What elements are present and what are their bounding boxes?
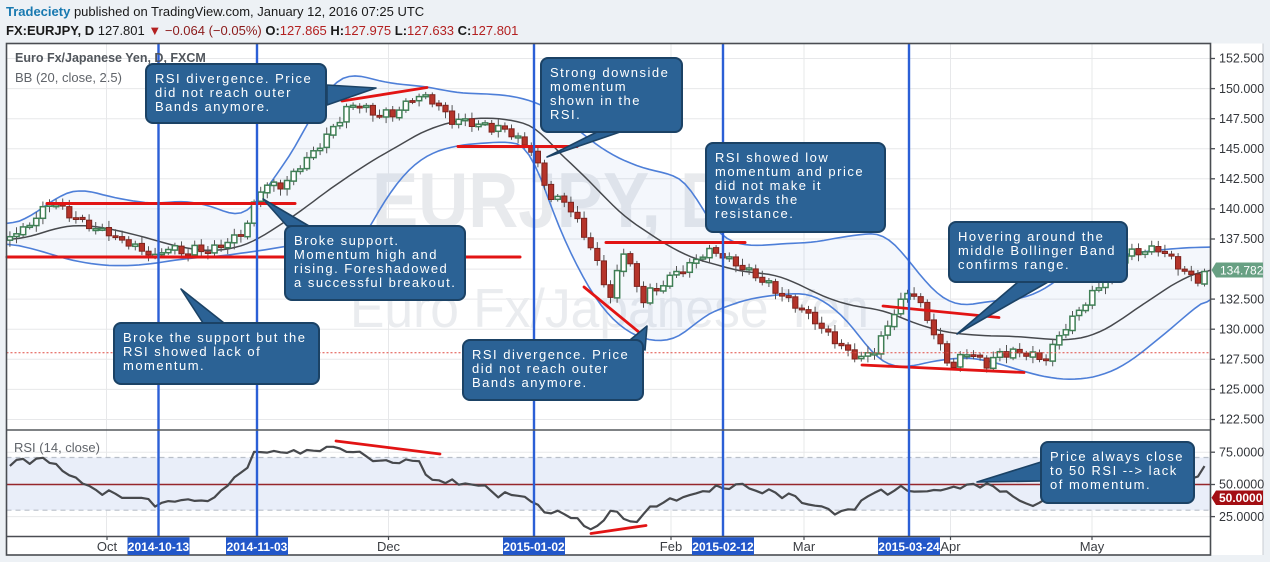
svg-text:2015-03-24: 2015-03-24 <box>878 540 940 554</box>
svg-text:2014-11-03: 2014-11-03 <box>227 540 288 554</box>
svg-text:May: May <box>1080 539 1105 554</box>
svg-text:Feb: Feb <box>660 539 682 554</box>
svg-text:122.500: 122.500 <box>1219 413 1264 427</box>
svg-text:25.0000: 25.0000 <box>1219 510 1264 524</box>
svg-text:150.000: 150.000 <box>1219 82 1264 96</box>
svg-text:Dec: Dec <box>377 539 401 554</box>
svg-text:137.500: 137.500 <box>1219 232 1264 246</box>
svg-text:2015-01-02: 2015-01-02 <box>503 540 565 554</box>
svg-text:50.0000: 50.0000 <box>1219 491 1263 505</box>
svg-text:Apr: Apr <box>940 539 961 554</box>
svg-text:130.000: 130.000 <box>1219 322 1264 336</box>
svg-text:127.500: 127.500 <box>1219 353 1264 367</box>
svg-text:Mar: Mar <box>793 539 816 554</box>
svg-text:Oct: Oct <box>97 539 118 554</box>
svg-text:2014-10-13: 2014-10-13 <box>128 540 190 554</box>
svg-text:152.500: 152.500 <box>1219 52 1264 66</box>
svg-text:2015-02-12: 2015-02-12 <box>692 540 754 554</box>
svg-text:142.500: 142.500 <box>1219 172 1264 186</box>
svg-text:140.000: 140.000 <box>1219 202 1264 216</box>
svg-text:147.500: 147.500 <box>1219 112 1264 126</box>
svg-text:145.000: 145.000 <box>1219 142 1264 156</box>
svg-text:132.500: 132.500 <box>1219 292 1264 306</box>
svg-text:134.782: 134.782 <box>1220 263 1264 277</box>
svg-text:75.0000: 75.0000 <box>1219 445 1264 459</box>
svg-text:50.0000: 50.0000 <box>1219 478 1264 492</box>
svg-text:125.000: 125.000 <box>1219 383 1264 397</box>
